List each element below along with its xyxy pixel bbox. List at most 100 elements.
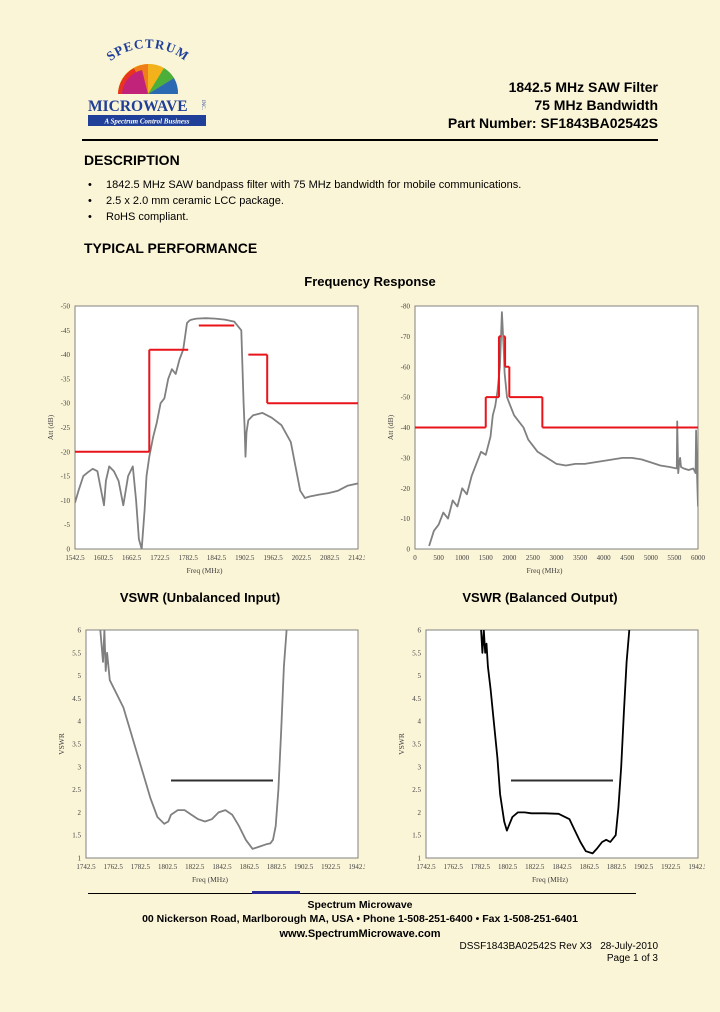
x-tick-label: 1782.5 <box>131 863 151 871</box>
x-tick-label: 1782.5 <box>471 863 491 871</box>
x-tick-label: 1602.5 <box>94 554 114 562</box>
y-tick-label: -80 <box>401 303 411 311</box>
x-tick-label: 4000 <box>597 554 612 562</box>
y-tick-label: -5 <box>64 521 70 529</box>
y-tick-label: 1 <box>418 855 422 863</box>
logo-main-text: MICROWAVE <box>88 98 188 115</box>
y-tick-label: 3 <box>78 763 82 771</box>
description-heading: DESCRIPTION <box>84 152 180 168</box>
y-axis-label: Att (dB) <box>46 414 55 440</box>
y-tick-label: 5.5 <box>412 649 421 657</box>
product-header: 1842.5 MHz SAW Filter 75 MHz Bandwidth P… <box>448 78 658 132</box>
y-axis-label: Att (dB) <box>386 414 395 440</box>
plot-series-group <box>415 311 698 547</box>
footer-website[interactable]: www.SpectrumMicrowave.com <box>279 928 441 940</box>
description-bullet: RoHS compliant. <box>88 209 521 225</box>
description-list: 1842.5 MHz SAW bandpass filter with 75 M… <box>88 177 521 225</box>
series-line-wideband <box>428 311 698 547</box>
x-tick-label: 1802.5 <box>158 863 178 871</box>
chart-vswr-input: 1742.5 1762.5 1782.5 1802.5 1822.5 1842.5 1862… <box>57 627 365 885</box>
y-tick-label: 3.5 <box>72 741 81 749</box>
y-tick-label: 4 <box>418 718 422 726</box>
y-tick-label: 2 <box>78 809 82 817</box>
footer-address: 00 Nickerson Road, Marlborough MA, USA •… <box>142 913 578 925</box>
y-tick-label: -15 <box>61 473 71 481</box>
y-tick-label: -60 <box>401 363 411 371</box>
chart-title-vswr-output: VSWR (Balanced Output) <box>462 590 618 605</box>
x-tick-label: 5500 <box>667 554 682 562</box>
x-tick-label: 1882.5 <box>607 863 627 871</box>
y-tick-label: -30 <box>401 454 411 462</box>
y-tick-label: -70 <box>401 333 411 341</box>
description-bullet: 2.5 x 2.0 mm ceramic LCC package. <box>88 193 521 209</box>
x-tick-label: 1922.5 <box>661 863 681 871</box>
x-tick-label: 1542.5 <box>65 554 85 562</box>
y-tick-label: 6 <box>418 627 422 635</box>
y-tick-label: -40 <box>61 351 71 359</box>
y-tick-label: 5 <box>78 672 82 680</box>
x-axis-label: Freq (MHz) <box>532 875 569 884</box>
x-tick-label: 0 <box>413 554 417 562</box>
x-tick-label: 1902.5 <box>294 863 314 871</box>
performance-heading: TYPICAL PERFORMANCE <box>84 240 258 256</box>
x-tick-label: 1942.5 <box>348 863 365 871</box>
x-tick-label: 1862.5 <box>240 863 260 871</box>
x-tick-label: 3000 <box>550 554 565 562</box>
x-tick-label: 1662.5 <box>122 554 142 562</box>
y-tick-label: -40 <box>401 424 411 432</box>
plot-series-group <box>480 630 631 855</box>
x-axis-label: Freq (MHz) <box>187 566 224 575</box>
y-tick-label: -10 <box>401 515 411 523</box>
y-tick-label: -30 <box>61 400 71 408</box>
x-tick-label: 1902.5 <box>634 863 654 871</box>
footer-accent <box>252 891 300 894</box>
doc-id: DSSF1843BA02542S Rev X3 <box>459 941 592 952</box>
y-tick-label: 6 <box>78 627 82 635</box>
y-tick-label: -45 <box>61 327 71 335</box>
x-tick-label: 1842.5 <box>207 554 227 562</box>
page-number: Page 1 of 3 <box>606 953 658 964</box>
logo-inc-text: INC. <box>200 100 205 110</box>
x-tick-label: 1742.5 <box>76 863 96 871</box>
logo-tagline: A Spectrum Control Business <box>103 118 189 126</box>
y-tick-label: 2.5 <box>412 786 421 794</box>
x-tick-label: 1922.5 <box>321 863 341 871</box>
product-title: 1842.5 MHz SAW Filter <box>508 79 658 95</box>
x-tick-label: 1902.5 <box>235 554 255 562</box>
x-axis-label: Freq (MHz) <box>527 566 564 575</box>
y-tick-label: 4.5 <box>412 695 421 703</box>
plot-area <box>74 305 359 550</box>
logo-rainbow <box>118 63 179 94</box>
series-line-measured <box>75 317 358 549</box>
y-tick-label: 1.5 <box>72 832 81 840</box>
x-tick-label: 1862.5 <box>580 863 600 871</box>
plot-area <box>425 629 699 859</box>
plot-area <box>85 629 359 859</box>
x-tick-label: 3500 <box>573 554 588 562</box>
y-tick-label: -25 <box>61 424 71 432</box>
y-tick-label: -20 <box>61 448 71 456</box>
part-number: Part Number: SF1843BA02542S <box>447 115 658 131</box>
x-tick-label: 2500 <box>526 554 541 562</box>
y-tick-label: 4.5 <box>72 695 81 703</box>
x-tick-label: 1942.5 <box>688 863 705 871</box>
revision-block: DSSF1843BA02542S Rev X3 28-July-2010 Pag… <box>460 941 658 965</box>
y-tick-label: 5.5 <box>72 649 81 657</box>
x-tick-label: 1722.5 <box>150 554 170 562</box>
chart-vswr-output: 1742.5 1762.5 1782.5 1802.5 1822.5 1842.5 1862… <box>397 627 705 885</box>
y-tick-label: 0 <box>67 546 71 554</box>
y-tick-label: 3 <box>418 763 422 771</box>
plot-series-group <box>75 317 358 549</box>
x-tick-label: 2022.5 <box>292 554 312 562</box>
x-tick-label: 1842.5 <box>212 863 232 871</box>
x-tick-label: 6000 <box>691 554 705 562</box>
x-tick-label: 1762.5 <box>444 863 464 871</box>
x-tick-label: 1500 <box>479 554 494 562</box>
y-tick-label: 2 <box>418 809 422 817</box>
x-tick-label: 1842.5 <box>552 863 572 871</box>
footer-divider <box>88 893 636 894</box>
x-tick-label: 1802.5 <box>498 863 518 871</box>
logo-tagline-bar <box>88 115 206 126</box>
logo-graphic: SPECTRUM MICROWAVE INC. A Spectrum Contr… <box>88 36 206 126</box>
plot-series-group <box>99 630 288 850</box>
